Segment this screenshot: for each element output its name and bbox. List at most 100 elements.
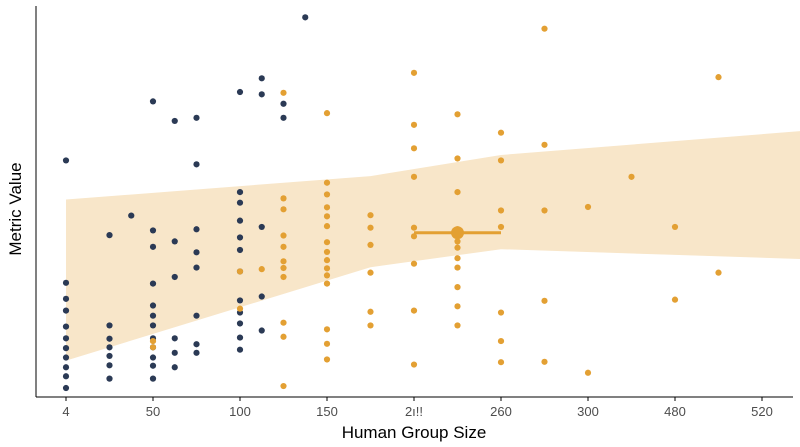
navy-point [280,114,287,121]
navy-point [236,88,244,96]
gold-point [454,155,461,162]
x-tick-label: 480 [664,404,686,419]
summary-point-layer [414,226,501,240]
navy-point [236,297,244,304]
gold-point [367,322,374,329]
gold-point [541,141,548,148]
gold-point [410,173,418,180]
gold-point [280,258,287,265]
navy-point [62,335,70,342]
x-tick-label: 260 [490,404,512,419]
gold-point [410,121,418,128]
gold-point [367,224,374,231]
navy-point [193,249,200,256]
navy-point [62,364,70,371]
gold-point [541,25,548,32]
navy-point [62,279,70,286]
gold-point [323,265,331,272]
gold-point [367,241,374,249]
gold-point [323,257,331,264]
summary-point [451,226,464,240]
navy-point [106,322,113,329]
navy-point [106,352,113,360]
gold-point [410,69,418,76]
gold-point [715,74,722,81]
gold-point [454,284,461,291]
navy-point [62,354,70,361]
gold-point [280,89,287,96]
navy-point [128,212,135,219]
gold-point [236,268,244,275]
navy-point [258,293,265,300]
navy-point [193,114,200,121]
navy-point [149,302,157,309]
gold-point [410,307,418,314]
navy-point [171,273,178,281]
navy-point [258,75,265,82]
gold-point [367,308,374,315]
gold-point [497,309,505,316]
gold-point [280,195,287,202]
navy-point [62,384,70,392]
navy-point [302,14,309,21]
gold-point [541,207,548,214]
gold-point [454,303,461,310]
navy-point [236,246,244,254]
gold-point [497,223,505,231]
gold-point [280,333,287,340]
navy-point [106,344,113,351]
navy-point [62,157,70,164]
gold-point [497,207,505,214]
navy-point [236,320,244,327]
x-tick-label: 4 [62,404,69,419]
navy-point [193,312,200,319]
gold-point [715,269,722,276]
navy-point [236,217,244,224]
navy-point [236,199,244,206]
navy-point [258,327,265,334]
navy-point [149,375,157,382]
confidence-band [66,131,800,361]
navy-point [280,100,287,107]
x-axis-ticks: 4 50 100 150 2ı!! 260 300 480 520 [62,397,773,419]
navy-point [171,117,178,125]
gold-point [280,319,287,326]
navy-point [171,364,178,371]
gold-point [454,322,461,329]
navy-point [236,189,244,196]
navy-point [149,312,157,319]
gold-point [497,157,505,164]
gold-point [280,206,287,213]
gold-point [367,269,374,276]
navy-point [171,349,178,356]
navy-point [149,362,157,369]
gold-point [628,173,635,180]
x-axis-title: Human Group Size [342,423,487,442]
gold-point [454,238,461,245]
gold-point [323,356,331,363]
navy-point [62,295,70,302]
gold-point [280,232,287,239]
gold-point [497,337,505,345]
data-points-layer [62,14,722,392]
gold-point [323,110,331,117]
navy-point [149,280,157,287]
gold-point [671,296,679,303]
confidence-band-layer [66,131,800,361]
gold-point [410,361,418,368]
x-tick-label: 100 [229,404,251,419]
gold-point [323,213,331,220]
gold-point [584,369,592,376]
navy-point [106,335,113,342]
x-tick-label: 520 [751,404,773,419]
navy-point [193,264,200,271]
gold-point [454,255,461,262]
gold-point [280,273,287,281]
navy-point [258,223,265,231]
gold-point [541,297,548,304]
navy-point [193,226,200,233]
gold-point [323,239,331,246]
gold-point [323,248,331,256]
navy-point [149,322,157,329]
